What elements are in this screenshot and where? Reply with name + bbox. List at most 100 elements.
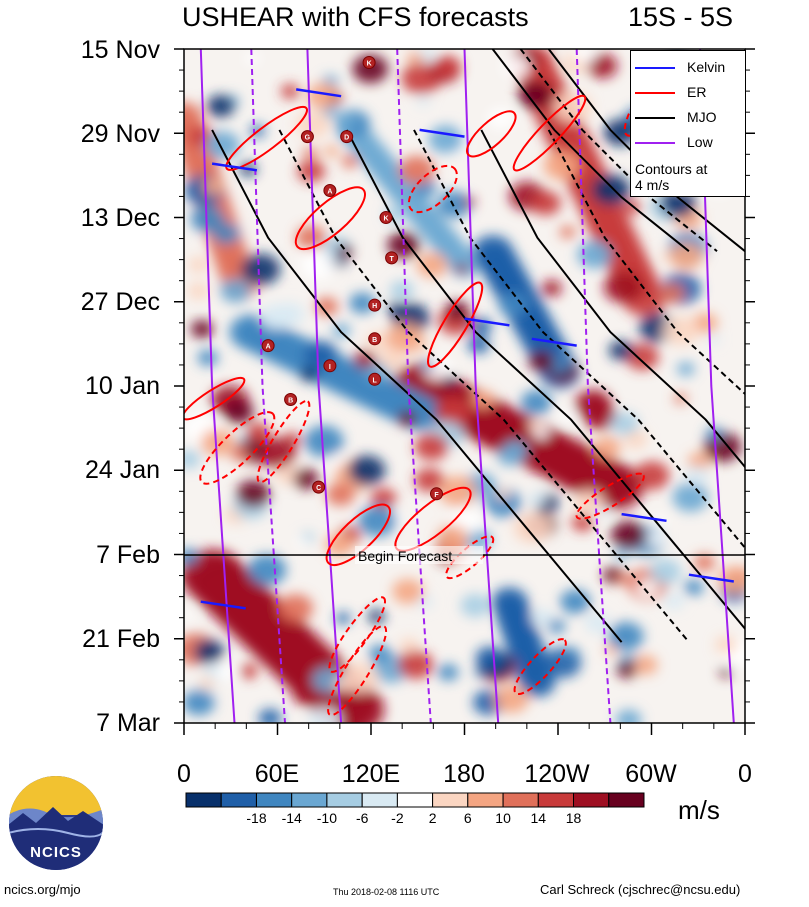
footer-author: Carl Schreck (cjschrec@ncsu.edu) (540, 882, 741, 897)
shading-cell (293, 468, 319, 490)
axes-ticks (174, 48, 755, 735)
shading-cell (202, 177, 225, 196)
colorbar-swatch (256, 792, 293, 808)
shading-cell (257, 438, 296, 469)
shading-cell (296, 537, 308, 547)
contour-line (531, 337, 577, 347)
y-tick-label: 10 Jan (84, 372, 160, 400)
shading-cell (475, 646, 504, 670)
er-contour (427, 281, 484, 368)
shading-cell (586, 53, 618, 78)
shading-cell (416, 95, 431, 107)
er-contour (327, 625, 388, 717)
shading-cell (200, 428, 235, 456)
y-tick-label: 7 Mar (96, 709, 160, 737)
legend-note-line: 4 m/s (635, 177, 670, 193)
storm-marker: L (368, 372, 382, 386)
y-tick-label: 7 Feb (96, 541, 160, 569)
shading-cell (349, 292, 376, 314)
contour-line (688, 573, 734, 583)
shading-cell (603, 271, 643, 303)
shading-cell (315, 297, 339, 317)
shading-cell (397, 410, 418, 427)
shading-cell (513, 512, 552, 544)
colorbar-tick-label: 6 (463, 810, 472, 826)
contour-line (480, 129, 745, 469)
colorbar-swatch (608, 792, 645, 808)
shading-cell (616, 573, 630, 585)
shading-cell (187, 282, 210, 300)
shading-cell (593, 436, 621, 459)
shading-cell (304, 425, 344, 457)
contour-line (621, 512, 667, 523)
y-tick-label: 15 Nov (80, 36, 160, 64)
legend-swatch (635, 142, 675, 144)
shading-cell (634, 461, 670, 490)
x-tick-label: 180 (443, 760, 485, 788)
colorbar-swatch (396, 792, 434, 808)
legend-label: MJO (687, 109, 717, 125)
colorbar-swatch (467, 792, 504, 808)
shading-cell (325, 533, 354, 557)
shading-cell (577, 240, 613, 269)
contour-line (199, 49, 236, 723)
storm-marker-label: H (372, 303, 377, 310)
legend-entry: ER (631, 82, 745, 104)
y-tick-label: 27 Dec (80, 288, 160, 316)
storm-marker-label: A (327, 189, 332, 196)
shading-cell (184, 689, 215, 716)
shading-cell (236, 480, 271, 508)
storm-marker: A (323, 184, 337, 197)
shading-cell (184, 450, 200, 469)
shading-cell (352, 54, 389, 84)
legend-entry: Low (631, 132, 745, 154)
legend-note-line: Contours at (635, 161, 708, 177)
er-contour (225, 105, 308, 171)
shading-cell (244, 52, 260, 65)
storm-marker-label: L (373, 377, 378, 384)
shading-cell (213, 223, 240, 245)
footer-url[interactable]: ncics.org/mjo (4, 882, 81, 897)
shading-cell (296, 225, 326, 250)
storm-marker: K (379, 211, 393, 224)
colorbar-swatch (220, 792, 257, 808)
legend-entry: MJO (631, 107, 745, 129)
shading-cell (340, 662, 379, 693)
colorbar-swatch (185, 792, 222, 808)
shading-cell (559, 225, 576, 239)
storm-marker: K (362, 56, 376, 69)
legend-label: ER (687, 84, 707, 100)
shading-cell (421, 360, 435, 371)
shading-cell (299, 366, 319, 382)
shading-cell (501, 55, 531, 78)
shading-cell (611, 521, 647, 550)
storm-marker-label: A (266, 344, 271, 351)
shading-cell (370, 488, 397, 510)
colorbar-tick-label: -2 (391, 810, 404, 826)
shading-cell (280, 84, 300, 99)
y-tick-label: 21 Feb (82, 625, 160, 653)
storm-marker-label: B (372, 337, 377, 344)
shading-cell (553, 91, 592, 123)
shading-cell (379, 348, 406, 370)
colorbar-tick-label: -10 (316, 810, 337, 826)
shading-cell (278, 594, 314, 623)
colorbar-swatch (537, 792, 574, 808)
shading-cell (615, 548, 629, 560)
storm-marker: B (284, 393, 298, 406)
colorbar-swatch (573, 792, 610, 808)
er-contour (575, 472, 645, 520)
shading-cell (292, 686, 316, 705)
contour-line (296, 88, 342, 98)
shading-cell (495, 488, 510, 500)
shading-cell (715, 635, 738, 654)
shading-cell (684, 579, 704, 596)
er-contour (407, 164, 458, 214)
shading-cell (398, 155, 435, 185)
contour-line (250, 49, 286, 723)
shading-cell (204, 131, 240, 160)
shading-cell (387, 231, 421, 259)
storm-marker: G (300, 130, 314, 144)
shading-cell (533, 427, 549, 440)
